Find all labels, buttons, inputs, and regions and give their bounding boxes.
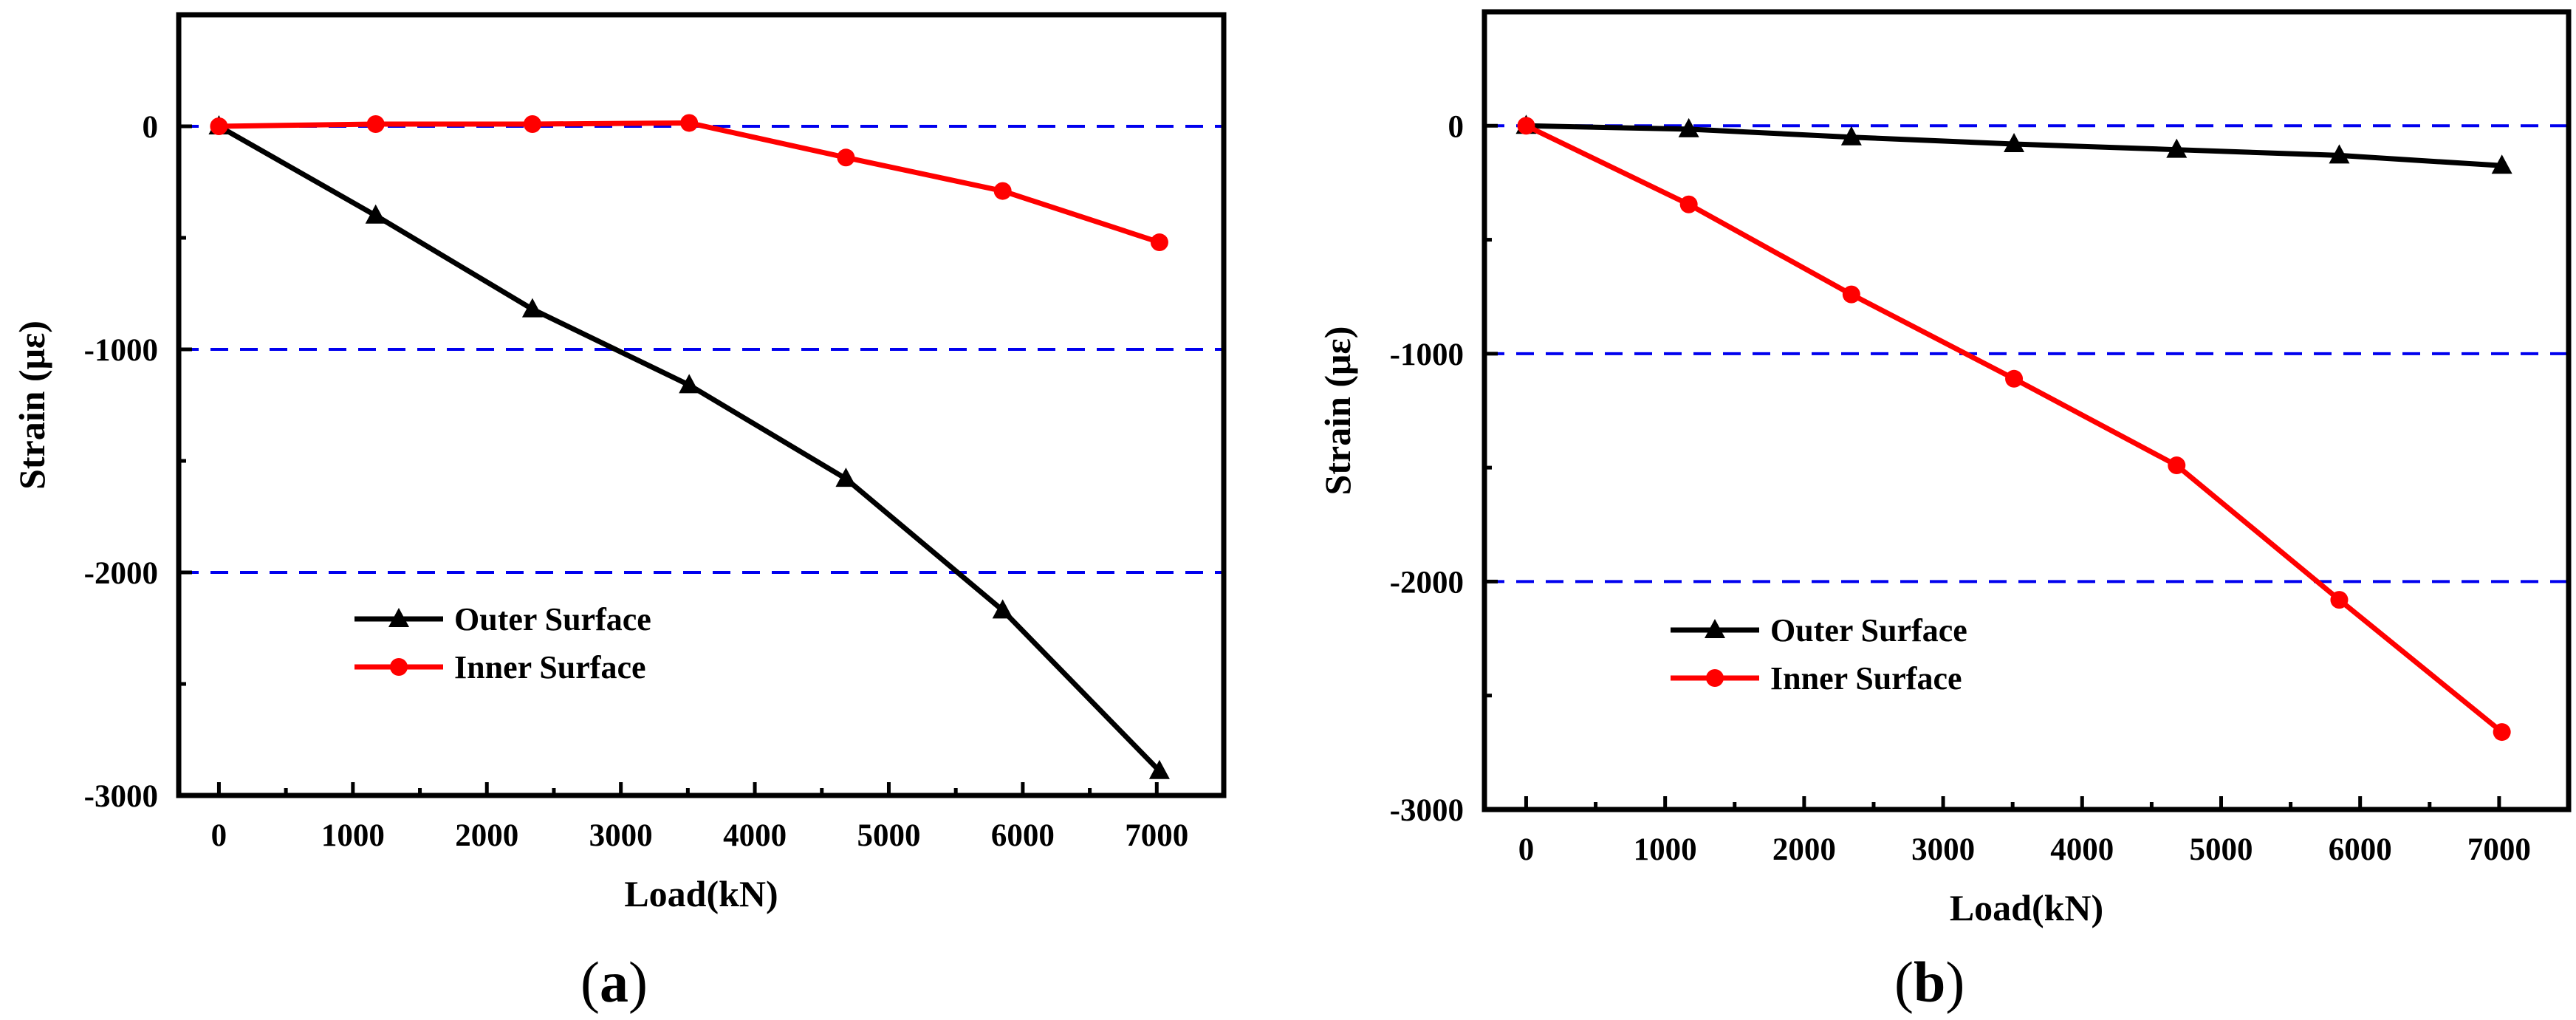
panel-label-b-text: b [1913, 950, 1946, 1014]
x-tick-label: 3000 [589, 818, 653, 853]
data-point-triangle [1840, 126, 1862, 146]
legend-item-inner: Inner Surface [1671, 660, 1962, 696]
series-line-outer [217, 123, 1162, 773]
plot-frame [1481, 9, 2572, 812]
legend-label: Outer Surface [454, 601, 651, 637]
x-tick-label: 5000 [2189, 832, 2253, 867]
y-tick-label: -1000 [1390, 338, 1464, 372]
x-tick-label: 6000 [991, 818, 1055, 853]
x-tick-label: 5000 [857, 818, 920, 853]
x-tick-label: 3000 [1911, 832, 1975, 867]
data-point-circle [1150, 233, 1168, 252]
data-point-triangle [992, 599, 1013, 619]
data-point-triangle [2329, 144, 2350, 164]
y-tick-label: -3000 [1390, 793, 1464, 828]
legend-label: Outer Surface [1770, 612, 1967, 648]
x-tick-label: 4000 [723, 818, 787, 853]
data-point-triangle [365, 204, 386, 224]
data-point-circle [2493, 723, 2511, 742]
legend-item-outer: Outer Surface [1671, 612, 1967, 648]
y-tick-label: -2000 [84, 556, 158, 591]
y-tick-label: -3000 [84, 779, 158, 814]
data-point-circle [2330, 591, 2349, 609]
legend-marker-circle [1706, 669, 1724, 687]
x-tick-label: 0 [1518, 832, 1535, 867]
data-point-triangle [2004, 132, 2025, 152]
chart-panel-a: 0 1000 2000 3000 4000 5000 6000 7000 0 -1000 -2000… [11, 12, 1227, 914]
y-tick-label: 0 [1448, 109, 1465, 144]
panel-label-a: (a) [580, 950, 648, 1014]
data-point-triangle [1148, 759, 1170, 779]
data-point-triangle [2491, 154, 2512, 174]
data-point-circle [680, 114, 699, 132]
x-tick-label: 1000 [1634, 832, 1697, 867]
data-point-triangle [835, 468, 857, 487]
data-point-triangle [1678, 117, 1699, 137]
data-point-triangle [521, 298, 543, 318]
legend-label: Inner Surface [454, 649, 646, 685]
data-point-triangle [679, 374, 700, 394]
legend-item-inner: Inner Surface [354, 649, 646, 685]
y-axis-title: Strain (με) [1317, 326, 1358, 496]
legend-marker-triangle [388, 608, 409, 627]
data-point-circle [1679, 195, 1698, 213]
x-tick-label: 1000 [321, 818, 385, 853]
data-point-circle [210, 117, 228, 135]
series-line-inner [1524, 123, 2504, 734]
y-axis-title: Strain (με) [11, 321, 52, 490]
data-point-circle [993, 182, 1012, 200]
data-point-triangle [2166, 138, 2188, 158]
y-tick-label: -2000 [1390, 565, 1464, 600]
data-point-circle [2005, 369, 2024, 388]
x-tick-label: 4000 [2050, 832, 2114, 867]
panel-label-a-text: a [599, 950, 628, 1014]
data-point-circle [2168, 456, 2186, 475]
data-point-circle [1517, 117, 1535, 135]
y-tick-label: -1000 [84, 333, 158, 368]
legend-marker-triangle [1705, 619, 1725, 638]
data-point-circle [523, 114, 541, 133]
x-tick-label: 7000 [1125, 818, 1188, 853]
x-axis-title: Load(kN) [1950, 887, 2103, 928]
x-tick-label: 2000 [455, 818, 518, 853]
panel-label-b: (b) [1894, 950, 1965, 1014]
chart-panel-b: 0 1000 2000 3000 4000 5000 6000 7000 0 -1000 -2000… [1317, 9, 2572, 928]
legend-item-outer: Outer Surface [354, 601, 651, 637]
x-tick-label: 7000 [2467, 832, 2531, 867]
legend-label: Inner Surface [1770, 660, 1962, 696]
x-tick-label: 0 [211, 818, 227, 853]
data-point-circle [837, 148, 855, 167]
x-axis-title: Load(kN) [624, 873, 778, 914]
legend-marker-circle [390, 658, 408, 676]
data-point-circle [1842, 285, 1860, 304]
y-tick-label: 0 [143, 110, 159, 145]
x-tick-label: 2000 [1772, 832, 1836, 867]
series-line-inner [219, 120, 1161, 245]
x-tick-label: 6000 [2329, 832, 2392, 867]
data-point-circle [366, 114, 385, 133]
plot-frame [176, 12, 1227, 798]
